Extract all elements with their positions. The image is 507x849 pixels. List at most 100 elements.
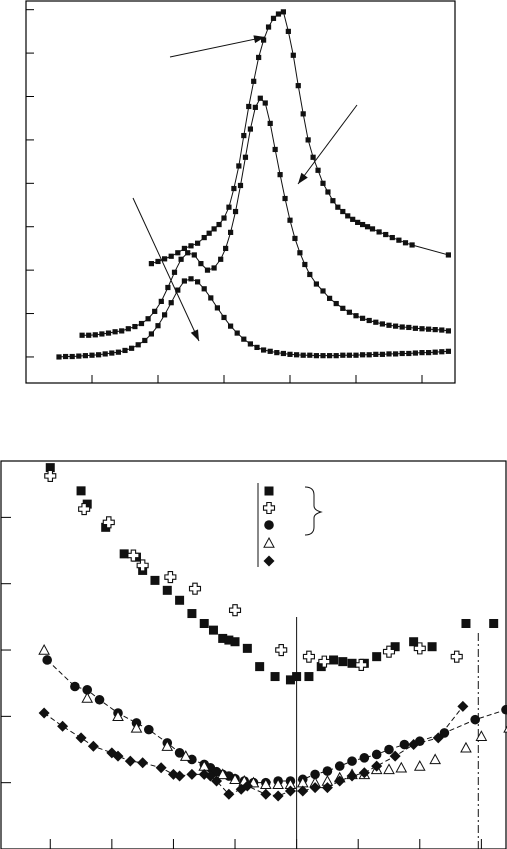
data-point <box>389 750 401 762</box>
data-point <box>345 213 351 219</box>
data-point <box>102 351 108 357</box>
legend <box>257 483 323 567</box>
annotation-arrowhead <box>253 35 265 44</box>
data-point <box>369 226 376 232</box>
data-point <box>321 782 333 794</box>
data-point <box>282 195 288 202</box>
data-point <box>346 352 352 358</box>
data-point <box>201 286 207 292</box>
data-point <box>195 279 201 285</box>
data-point <box>427 642 437 652</box>
data-point <box>383 763 395 775</box>
data-point <box>256 54 262 61</box>
data-point <box>294 352 300 358</box>
data-point <box>470 714 481 725</box>
data-point <box>229 773 241 785</box>
data-point <box>439 327 445 333</box>
data-point <box>57 720 69 732</box>
data-point <box>168 300 174 306</box>
data-point <box>260 788 272 800</box>
data-point <box>334 761 345 771</box>
data-point <box>371 760 383 772</box>
annotation-arrowhead <box>190 329 199 341</box>
data-point <box>237 182 244 189</box>
data-point <box>432 732 444 744</box>
data-point <box>125 326 131 332</box>
data-point <box>101 522 111 532</box>
data-point <box>413 760 426 771</box>
panel-top <box>25 0 456 384</box>
data-point <box>145 316 151 322</box>
data-point <box>76 486 86 496</box>
data-point <box>99 331 105 337</box>
data-point <box>353 313 359 319</box>
series-line <box>151 11 449 265</box>
legend-marker-diamond <box>263 555 275 567</box>
data-point <box>373 319 379 325</box>
data-point <box>265 24 272 30</box>
data-point <box>181 245 187 252</box>
data-point <box>327 353 333 359</box>
data-point <box>384 744 394 755</box>
data-point <box>325 189 331 195</box>
data-point <box>127 549 140 562</box>
data-point <box>419 326 425 332</box>
data-point <box>304 672 314 682</box>
series-diamond <box>38 700 469 802</box>
data-point <box>38 707 50 719</box>
data-point <box>406 324 412 331</box>
data-point <box>255 662 265 672</box>
data-point <box>112 750 124 762</box>
data-point <box>138 320 145 327</box>
data-point <box>216 768 229 780</box>
data-point <box>216 221 222 228</box>
data-point <box>112 329 118 335</box>
data-point <box>386 322 392 328</box>
data-point <box>109 350 115 356</box>
data-point <box>389 234 395 241</box>
legend-marker-square <box>264 486 274 496</box>
data-point <box>353 352 359 358</box>
data-point <box>152 308 158 314</box>
data-point <box>261 37 267 43</box>
data-point <box>267 348 273 354</box>
data-point <box>42 655 52 665</box>
data-point <box>412 325 418 331</box>
data-point <box>450 650 463 663</box>
data-point <box>75 732 87 744</box>
data-point <box>402 240 409 246</box>
data-point <box>445 328 451 334</box>
data-point <box>333 300 339 307</box>
data-point <box>426 326 432 332</box>
data-point <box>355 658 368 671</box>
data-point <box>230 637 240 647</box>
data-point <box>136 559 149 572</box>
annotation-arrow <box>169 36 266 58</box>
data-point <box>419 350 425 356</box>
data-point <box>334 775 346 787</box>
data-point <box>148 261 154 267</box>
data-point <box>178 256 184 262</box>
data-point <box>439 349 445 355</box>
data-point <box>295 83 301 89</box>
legend-marker-triangle <box>263 536 275 548</box>
data-point <box>382 645 396 658</box>
data-point <box>82 353 88 359</box>
data-point <box>199 618 209 628</box>
data-point <box>305 137 311 143</box>
data-point <box>371 749 382 760</box>
data-point <box>89 352 95 358</box>
data-point <box>188 582 202 595</box>
data-point <box>186 768 198 780</box>
data-point <box>165 284 171 291</box>
data-point <box>280 9 286 15</box>
data-point <box>340 208 346 215</box>
data-point <box>290 52 296 58</box>
data-point <box>315 167 321 173</box>
data-point <box>280 350 286 357</box>
data-point <box>155 323 161 329</box>
annotation-arrow <box>132 197 200 342</box>
data-point <box>285 675 295 685</box>
data-point <box>247 126 253 132</box>
